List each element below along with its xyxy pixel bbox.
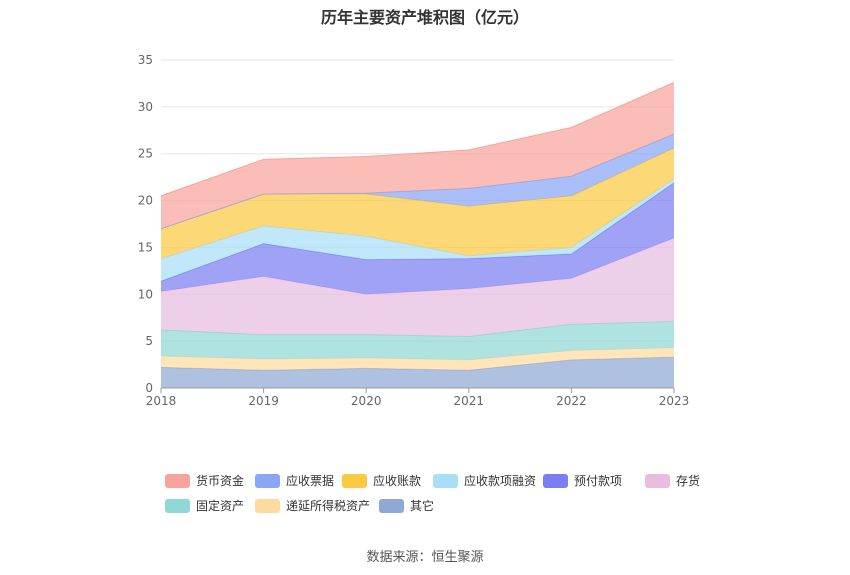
area-series (161, 82, 674, 229)
legend-item[interactable]: 应收款项融资 (433, 472, 536, 489)
legend-swatch (342, 473, 367, 488)
stacked-area-chart: 0 5 10 15 20 25 30 35 2018 2019 2020 2021 2022 2023 (138, 53, 690, 408)
legend-item[interactable]: 固定资产 (165, 497, 244, 514)
legend-item[interactable]: 货币资金 (165, 472, 244, 489)
area-series (161, 238, 674, 337)
legend-swatch (165, 498, 190, 513)
y-tick-label: 10 (138, 287, 153, 301)
area-series (161, 148, 674, 259)
x-tick-label: 2021 (454, 394, 485, 408)
legend-swatch (255, 498, 280, 513)
legend-swatch (165, 473, 190, 488)
legend-item[interactable]: 其它 (379, 497, 434, 514)
area-series (161, 357, 674, 388)
area-series (161, 134, 674, 229)
y-tick-label: 15 (138, 240, 153, 254)
x-tick-label: 2023 (659, 394, 690, 408)
legend-item[interactable]: 应收票据 (255, 472, 334, 489)
chart-title: 历年主要资产堆积图（亿元） (320, 8, 529, 27)
legend-label: 应收账款 (373, 474, 422, 488)
y-tick-label: 25 (138, 147, 153, 161)
y-tick-label: 35 (138, 53, 153, 67)
x-tick-label: 2019 (248, 394, 279, 408)
legend-item[interactable]: 预付款项 (543, 472, 622, 489)
legend-label: 应收款项融资 (464, 474, 537, 488)
legend-swatch (543, 473, 568, 488)
x-tick-label: 2020 (351, 394, 382, 408)
legend-item[interactable]: 应收账款 (342, 472, 421, 489)
legend-swatch (255, 473, 280, 488)
legend-label: 存货 (676, 474, 701, 488)
legend-item[interactable]: 存货 (645, 472, 700, 489)
legend-label: 预付款项 (574, 474, 623, 488)
legend-label: 其它 (410, 499, 435, 513)
y-tick-label: 5 (145, 334, 153, 348)
area-series (161, 179, 674, 282)
legend-label: 固定资产 (196, 499, 245, 513)
area-series (161, 321, 674, 360)
legend-item[interactable]: 递延所得税资产 (255, 497, 370, 514)
area-series (161, 182, 674, 295)
legend-swatch (645, 473, 670, 488)
x-tick-label: 2022 (556, 394, 587, 408)
y-tick-label: 0 (145, 381, 153, 395)
legend-swatch (379, 498, 404, 513)
legend-label: 递延所得税资产 (286, 499, 371, 513)
legend-label: 应收票据 (286, 474, 335, 488)
data-source: 数据来源：恒生聚源 (366, 550, 484, 565)
y-tick-label: 30 (138, 100, 153, 114)
x-tick-label: 2018 (146, 394, 177, 408)
area-series-line (160, 82, 675, 197)
legend-swatch (433, 473, 458, 488)
y-tick-label: 20 (138, 194, 153, 208)
legend-label: 货币资金 (196, 474, 245, 488)
